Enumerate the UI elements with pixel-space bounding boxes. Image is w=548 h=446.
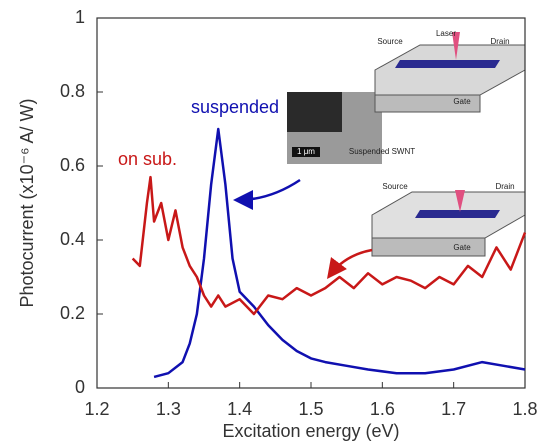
y-tick-label: 0.8	[60, 81, 85, 101]
line	[131, 175, 527, 316]
y-tick-label: 1	[75, 7, 85, 27]
annotation: Source	[382, 182, 408, 191]
annotation: Drain	[490, 37, 509, 46]
x-tick-label: 1.6	[370, 399, 395, 419]
y-tick-label: 0.6	[60, 155, 85, 175]
annotation: Laser	[436, 29, 456, 38]
x-tick-label: 1.8	[512, 399, 537, 419]
annotation: 1 μm	[297, 147, 315, 156]
x-tick-label: 1.4	[227, 399, 252, 419]
annotation: Source	[377, 37, 403, 46]
series-label: on sub.	[118, 149, 177, 169]
y-tick-label: 0.2	[60, 303, 85, 323]
arrow	[326, 248, 373, 279]
x-tick-label: 1.3	[156, 399, 181, 419]
x-tick-label: 1.7	[441, 399, 466, 419]
annotation: Gate	[453, 243, 471, 252]
inset-bottom	[371, 190, 526, 257]
annotation: Drain	[495, 182, 514, 191]
x-tick-label: 1.2	[84, 399, 109, 419]
y-axis-label: Photocurrent (x10⁻⁶ A/ W)	[17, 99, 37, 308]
line	[153, 127, 526, 379]
x-axis-label: Excitation energy (eV)	[222, 421, 399, 441]
inset-top	[287, 32, 526, 164]
arrow	[233, 178, 301, 210]
annotation: Gate	[453, 97, 471, 106]
x-tick-label: 1.5	[298, 399, 323, 419]
annotation: Suspended SWNT	[349, 147, 415, 156]
y-tick-label: 0.4	[60, 229, 85, 249]
series-label: suspended	[191, 97, 279, 117]
y-tick-label: 0	[75, 377, 85, 397]
